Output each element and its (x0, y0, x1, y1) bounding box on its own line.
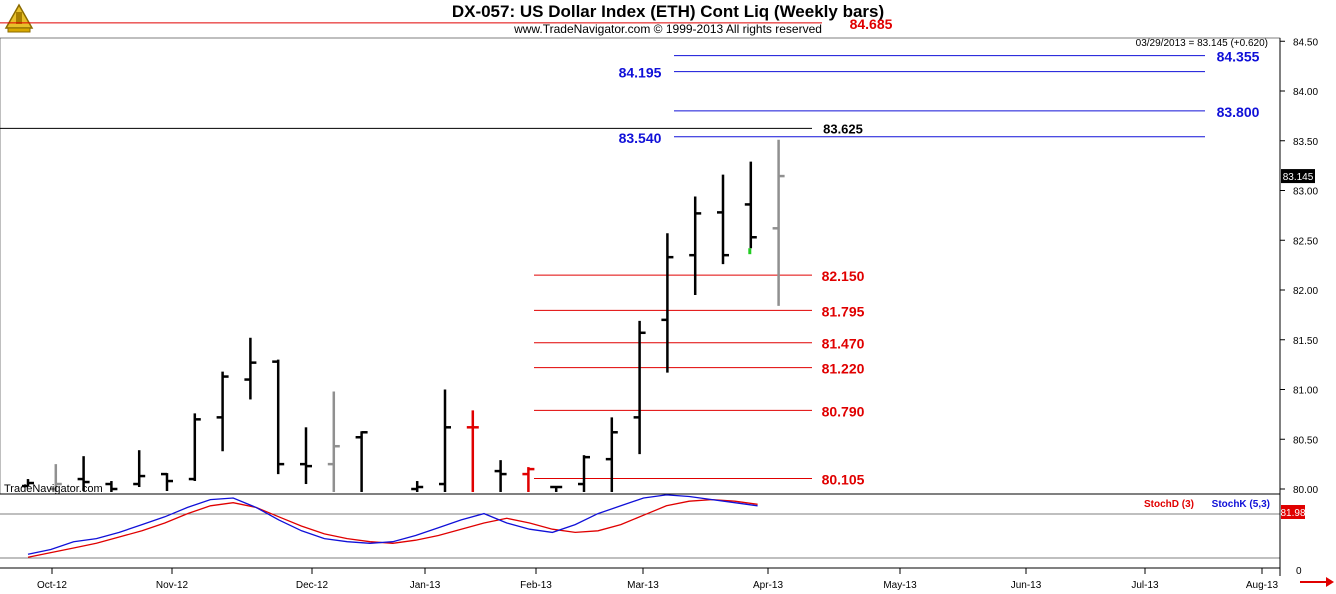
ohlc-bar-3 (105, 481, 118, 492)
trade-navigator-logo-icon (4, 3, 34, 33)
ohlc-bar-4 (133, 450, 146, 488)
x-tick-label: Jun-13 (1011, 580, 1042, 591)
x-tick-label: Apr-13 (753, 580, 783, 591)
ohlc-bars (22, 139, 785, 492)
x-tick-label: May-13 (883, 580, 917, 591)
price-levels: 85.15085.16084.68584.35584.19583.80083.6… (0, 16, 1260, 488)
x-tick-label: Dec-12 (296, 580, 329, 591)
stochastic-panel (0, 494, 1280, 559)
x-tick-label: Jan-13 (410, 580, 441, 591)
y-tick-label: 83.50 (1293, 137, 1318, 148)
level-label-84.195: 84.195 (619, 65, 662, 81)
ohlc-bar-6 (188, 413, 201, 482)
y-tick-label: 84.00 (1293, 87, 1318, 98)
watermark-text: TradeNavigator.com (4, 483, 103, 495)
x-tick-label: Jul-13 (1131, 580, 1159, 591)
level-label-84.685: 84.685 (850, 16, 893, 32)
level-label-81.795: 81.795 (822, 303, 865, 319)
copyright-text: www.TradeNavigator.com © 1999-2013 All r… (514, 22, 822, 36)
ohlc-bar-7 (216, 371, 229, 452)
stoch-zero-label: 0 (1296, 566, 1302, 577)
ohlc-bar-8 (244, 337, 257, 400)
ohlc-bar-15 (439, 389, 451, 492)
level-label-80.790: 80.790 (822, 403, 865, 419)
ohlc-bar-0 (22, 479, 34, 488)
y-tick-label: 80.50 (1293, 435, 1318, 446)
ohlc-bar-14 (411, 481, 424, 492)
y-tick-label: 84.50 (1293, 37, 1318, 48)
stoch-last-value-label: 81.98 (1280, 508, 1305, 519)
x-tick-label: Nov-12 (156, 580, 189, 591)
level-label-83.625: 83.625 (823, 121, 863, 136)
y-tick-label: 82.00 (1293, 286, 1318, 297)
last-price-box (1281, 169, 1315, 184)
level-label-82.150: 82.150 (822, 268, 865, 284)
ohlc-bar-20 (578, 455, 590, 492)
chart-header: DX-057: US Dollar Index (ETH) Cont Liq (… (0, 0, 1336, 38)
level-label-81.470: 81.470 (822, 336, 865, 352)
level-label-83.800: 83.800 (1217, 104, 1260, 120)
chart-title: DX-057: US Dollar Index (ETH) Cont Liq (… (451, 2, 885, 21)
y-tick-label: 81.50 (1293, 336, 1318, 347)
last-price-label: 83.145 (1283, 172, 1314, 183)
ohlc-bar-26 (744, 161, 757, 249)
ohlc-bar-1 (49, 464, 62, 492)
ohlc-bar-22 (633, 320, 646, 455)
y-tick-label: 81.00 (1293, 386, 1318, 397)
x-tick-label: Mar-13 (627, 580, 659, 591)
price-axis: 80.00 80.50 81.00 81.50 82.00 82.50 83.00 83.50… (1280, 37, 1318, 496)
date-axis: Oct-12 Nov-12 Dec-12 Jan-13 Feb-13 Mar-13 Apr-… (37, 568, 1279, 591)
quote-readout: 03/29/2013 = 83.145 (+0.620) (1136, 38, 1268, 49)
level-label-83.540: 83.540 (619, 130, 662, 146)
stoch-d-legend: StochD (3) (1144, 499, 1194, 510)
x-tick-label: Feb-13 (520, 580, 552, 591)
y-tick-label: 83.00 (1293, 187, 1318, 198)
scroll-right-arrow-icon[interactable] (1300, 576, 1334, 588)
ohlc-bar-11 (327, 391, 340, 492)
x-tick-label: Oct-12 (37, 580, 67, 591)
ohlc-bar-10 (300, 427, 312, 485)
x-tick-label: Aug-13 (1246, 580, 1279, 591)
y-tick-label: 82.50 (1293, 236, 1318, 247)
stoch-k-legend: StochK (5,3) (1212, 499, 1270, 510)
stoch-d-line (27, 498, 758, 558)
ohlc-bar-16 (466, 410, 479, 492)
ohlc-bar-12 (355, 431, 368, 492)
stoch-k-line (27, 494, 758, 555)
ohlc-bar-25 (717, 174, 729, 265)
ohlc-bar-21 (605, 417, 618, 492)
ohlc-bar-24 (689, 196, 702, 295)
ohlc-bar-18 (522, 467, 535, 492)
level-label-80.105: 80.105 (822, 472, 865, 488)
ohlc-bar-17 (494, 460, 507, 492)
y-tick-label: 80.00 (1293, 485, 1318, 496)
level-label-81.220: 81.220 (822, 361, 865, 377)
ohlc-bar-9 (272, 359, 285, 475)
stoch-last-value-box (1281, 505, 1305, 519)
ohlc-bar-2 (77, 456, 90, 491)
ohlc-bar-27 (772, 139, 785, 306)
level-label-84.355: 84.355 (1217, 49, 1260, 65)
ohlc-bar-5 (161, 472, 173, 491)
ohlc-bar-23 (661, 233, 674, 373)
ohlc-bar-19 (550, 485, 563, 492)
